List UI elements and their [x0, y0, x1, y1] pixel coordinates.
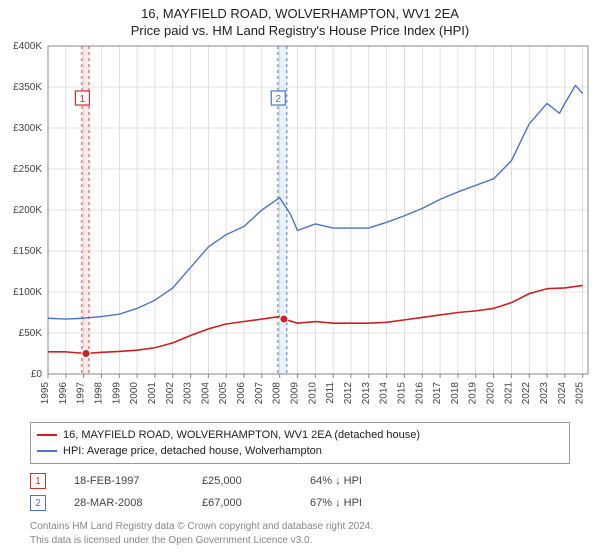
footer-line: Contains HM Land Registry data © Crown c… [30, 520, 570, 534]
event-date: 18-FEB-1997 [74, 475, 174, 487]
svg-text:£400K: £400K [13, 41, 42, 52]
svg-text:2018: 2018 [450, 382, 461, 405]
legend: 16, MAYFIELD ROAD, WOLVERHAMPTON, WV1 2E… [30, 422, 570, 464]
svg-text:£300K: £300K [13, 123, 42, 134]
svg-text:£0: £0 [31, 369, 43, 380]
svg-text:2015: 2015 [396, 382, 407, 405]
svg-text:2004: 2004 [200, 382, 211, 405]
svg-text:2003: 2003 [183, 382, 194, 405]
svg-text:2022: 2022 [521, 382, 532, 405]
event-marker: 1 [30, 473, 46, 489]
chart-title-subtitle: Price paid vs. HM Land Registry's House … [0, 23, 600, 38]
legend-swatch [37, 434, 57, 436]
svg-text:2024: 2024 [557, 382, 568, 405]
event-date: 28-MAR-2008 [74, 497, 174, 509]
svg-text:2: 2 [275, 94, 281, 105]
svg-text:£50K: £50K [19, 328, 43, 339]
footer: Contains HM Land Registry data © Crown c… [30, 520, 570, 547]
svg-text:2011: 2011 [325, 382, 336, 404]
svg-text:2020: 2020 [486, 382, 497, 405]
svg-text:£100K: £100K [13, 287, 42, 298]
legend-item: 16, MAYFIELD ROAD, WOLVERHAMPTON, WV1 2E… [37, 427, 563, 443]
svg-text:2008: 2008 [272, 382, 283, 405]
svg-text:1996: 1996 [58, 382, 69, 405]
footer-line: This data is licensed under the Open Gov… [30, 534, 570, 548]
svg-text:1: 1 [80, 94, 86, 105]
svg-text:1995: 1995 [40, 382, 51, 405]
event-row: 2 28-MAR-2008 £67,000 67% ↓ HPI [30, 492, 570, 514]
svg-text:2005: 2005 [218, 382, 229, 405]
svg-text:2000: 2000 [129, 382, 140, 405]
svg-text:2021: 2021 [503, 382, 514, 405]
chart-svg: £0 £50K £100K £150K £200K £250K £300K £350K £400… [0, 38, 600, 418]
svg-text:£150K: £150K [13, 246, 42, 257]
svg-text:2025: 2025 [575, 382, 586, 405]
legend-label: 16, MAYFIELD ROAD, WOLVERHAMPTON, WV1 2E… [63, 429, 420, 441]
svg-text:2009: 2009 [290, 382, 301, 405]
chart-title-address: 16, MAYFIELD ROAD, WOLVERHAMPTON, WV1 2E… [0, 6, 600, 21]
legend-label: HPI: Average price, detached house, Wolv… [63, 445, 322, 457]
svg-text:2016: 2016 [414, 382, 425, 405]
svg-text:2014: 2014 [379, 382, 390, 405]
event-price: £67,000 [202, 497, 282, 509]
event-price: £25,000 [202, 475, 282, 487]
chart-area: £0 £50K £100K £150K £200K £250K £300K £350K £400… [0, 38, 600, 418]
event-pct: 67% ↓ HPI [310, 497, 420, 509]
event-table: 1 18-FEB-1997 £25,000 64% ↓ HPI 2 28-MAR… [30, 470, 570, 514]
svg-text:1998: 1998 [93, 382, 104, 405]
event-marker: 2 [30, 495, 46, 511]
chart-titles: 16, MAYFIELD ROAD, WOLVERHAMPTON, WV1 2E… [0, 0, 600, 38]
event-pct: 64% ↓ HPI [310, 475, 420, 487]
svg-text:2019: 2019 [468, 382, 479, 405]
svg-text:2010: 2010 [307, 382, 318, 405]
svg-text:£200K: £200K [13, 205, 42, 216]
svg-text:£350K: £350K [13, 82, 42, 93]
legend-item: HPI: Average price, detached house, Wolv… [37, 443, 563, 459]
svg-text:2002: 2002 [165, 382, 176, 405]
legend-swatch [37, 450, 57, 452]
svg-text:2013: 2013 [361, 382, 372, 405]
svg-text:2023: 2023 [539, 382, 550, 405]
svg-text:2012: 2012 [343, 382, 354, 405]
svg-text:2017: 2017 [432, 382, 443, 405]
svg-text:1997: 1997 [76, 382, 87, 405]
svg-text:2007: 2007 [254, 382, 265, 405]
svg-text:1999: 1999 [111, 382, 122, 405]
svg-text:£250K: £250K [13, 164, 42, 175]
event-row: 1 18-FEB-1997 £25,000 64% ↓ HPI [30, 470, 570, 492]
svg-text:2001: 2001 [147, 382, 158, 405]
svg-text:2006: 2006 [236, 382, 247, 405]
